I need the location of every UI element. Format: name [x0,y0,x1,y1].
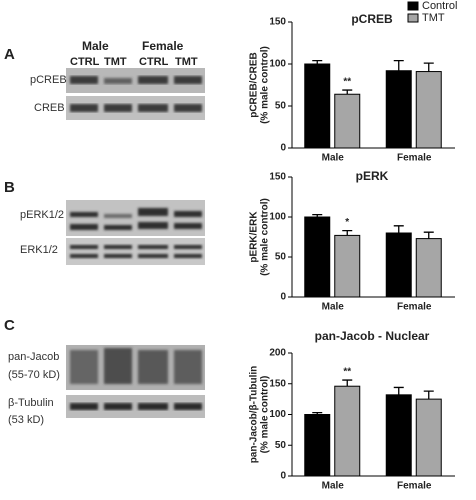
error-bar [393,59,404,71]
chart-title: pERK [356,169,389,183]
chart-title: pan-Jacob - Nuclear [315,329,430,343]
error-bar [342,379,353,387]
significance-label: ** [343,77,351,88]
legend-label: TMT [422,12,445,24]
error-bar [312,412,323,415]
bar [385,232,412,298]
lane-label: CTRL [139,56,169,68]
panel-letter: C [4,317,15,334]
y-tick-label: 150 [269,172,286,183]
blot-label: pCREB [30,74,67,86]
error-bar [423,231,434,239]
sex-label: Male [82,39,109,53]
y-tick-label: 50 [275,440,287,451]
y-axis-label: (% male control) [260,46,271,124]
blot-label: (55-70 kD) [8,369,60,381]
y-tick-label: 0 [280,143,286,154]
chart-title: pCREB [351,12,393,26]
x-tick-label: Female [397,302,432,313]
x-tick-label: Female [397,153,432,164]
x-tick-label: Male [322,153,345,164]
y-tick-label: 100 [269,212,286,223]
error-bar [342,89,353,95]
bar [385,70,412,149]
bar [304,216,331,298]
error-bar [423,390,434,400]
bar [334,93,361,149]
y-axis-label: (% male control) [260,376,271,454]
blot-label: CREB [34,102,65,114]
blot [66,345,205,418]
blot [66,200,205,265]
error-bar [312,213,323,217]
blot-label: pERK1/2 [20,209,64,221]
y-tick-label: 150 [269,17,286,28]
y-tick-label: 100 [269,409,286,420]
y-tick-label: 0 [280,471,286,482]
bar [334,385,361,477]
lane-label: CTRL [70,56,100,68]
bar [415,71,442,149]
legend-label: Control [422,0,457,12]
bar [415,238,442,298]
error-bar [423,62,434,72]
x-tick-label: Female [397,481,432,492]
y-axis-label: (% male control) [260,198,271,276]
significance-label: ** [343,367,351,378]
lane-label: TMT [104,56,127,68]
legend-swatch [407,1,419,11]
y-tick-label: 200 [269,348,286,359]
blot-label: β-Tubulin [8,397,54,409]
sex-label: Female [142,39,184,53]
bar [334,234,361,298]
blot-label: pan-Jacob [8,351,59,363]
blot [66,68,205,120]
error-bar [393,225,404,233]
error-bar [342,229,353,236]
blot-label: (53 kD) [8,414,44,426]
significance-label: * [345,217,349,228]
error-bar [393,386,404,395]
y-tick-label: 100 [269,59,286,70]
bar [304,63,331,149]
y-axis-label: pERK/ERK [249,211,260,263]
panel-letter: A [4,46,15,63]
legend-swatch [407,13,419,23]
y-tick-label: 50 [275,252,287,263]
lane-label: TMT [175,56,198,68]
error-bar [312,59,323,64]
x-tick-label: Male [322,302,345,313]
y-axis-label: pan-Jacob/β-Tubulin [249,366,260,464]
y-tick-label: 50 [275,101,287,112]
y-tick-label: 0 [280,292,286,303]
y-axis-label: pCREB/CREB [249,52,260,118]
panel-letter: B [4,179,15,196]
bar [304,414,331,477]
x-tick-label: Male [322,481,345,492]
y-tick-label: 150 [269,378,286,389]
bar [385,394,412,477]
bar [415,398,442,477]
blot-label: ERK1/2 [20,244,58,256]
